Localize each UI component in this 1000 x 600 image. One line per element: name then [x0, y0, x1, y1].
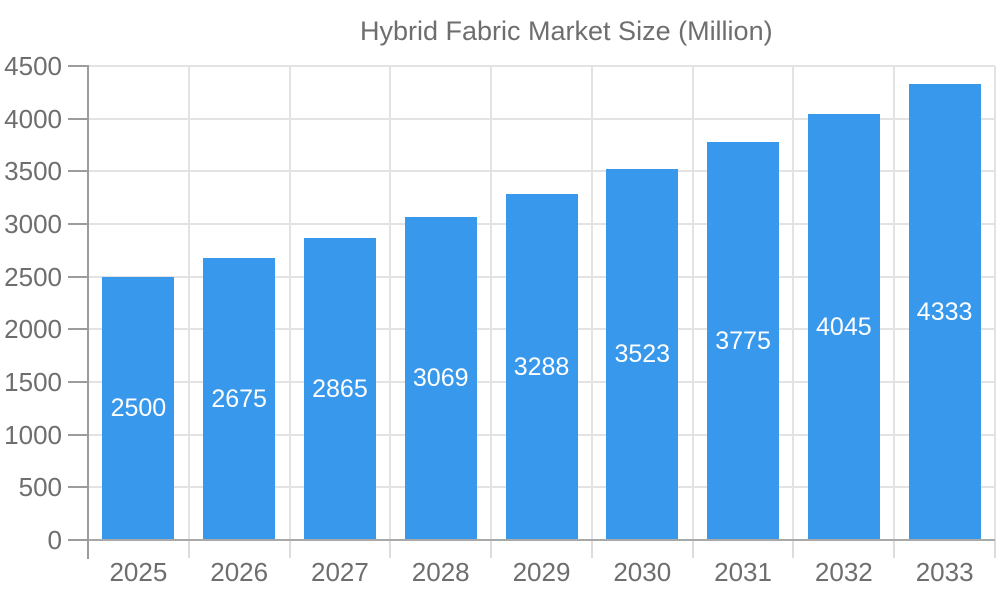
y-axis-line: [87, 65, 89, 559]
y-axis-tick: [68, 223, 88, 225]
y-axis-label: 3000: [4, 209, 62, 239]
y-axis-tick: [68, 433, 88, 436]
horizontal-gridline: [88, 170, 995, 173]
bar-2032[interactable]: [807, 113, 880, 539]
y-axis-label: 1500: [4, 367, 62, 397]
y-axis-label: 3500: [4, 156, 62, 187]
vertical-gridline: [893, 66, 896, 540]
x-axis-label: 2032: [814, 557, 873, 587]
y-axis-tick: [68, 328, 88, 331]
y-axis-label: 2500: [4, 261, 62, 292]
bar-value-label: 2500: [110, 394, 167, 423]
vertical-gridline: [187, 66, 190, 540]
bar-2027[interactable]: [303, 238, 376, 539]
x-axis-label: 2025: [109, 557, 168, 587]
x-axis-tick: [691, 540, 694, 558]
x-axis-tick: [490, 540, 493, 558]
vertical-gridline: [691, 66, 694, 540]
vertical-gridline: [590, 66, 593, 540]
y-axis-label: 4500: [4, 51, 62, 81]
legend[interactable]: Hybrid Fabric Market Size (Million): [0, 12, 1000, 52]
y-axis-tick: [68, 65, 88, 67]
x-axis-label: 2027: [311, 557, 369, 587]
bar-value-label: 3069: [412, 364, 469, 393]
horizontal-gridline: [88, 117, 995, 120]
x-axis-baseline: [88, 539, 995, 541]
x-axis-tick: [590, 540, 593, 558]
bar-value-label: 3523: [614, 340, 671, 369]
vertical-gridline: [994, 66, 996, 540]
bar-2031[interactable]: [707, 142, 780, 539]
y-axis-tick: [68, 539, 88, 541]
bar-value-label: 2865: [312, 375, 368, 404]
x-axis-tick: [792, 540, 795, 558]
x-axis-tick: [389, 540, 392, 558]
vertical-gridline: [389, 66, 392, 540]
x-axis-tick: [893, 540, 896, 558]
bar-2025[interactable]: [102, 276, 175, 539]
x-axis-label: 2033: [915, 557, 974, 587]
y-axis-tick: [68, 275, 88, 278]
bar-2033[interactable]: [908, 83, 981, 539]
vertical-gridline: [490, 66, 493, 540]
x-axis-label: 2030: [613, 557, 672, 587]
bar-2026[interactable]: [203, 258, 276, 539]
bar-2028[interactable]: [404, 216, 477, 539]
vertical-gridline: [288, 66, 291, 540]
y-axis-tick: [68, 170, 88, 173]
y-axis-tick: [68, 486, 88, 489]
x-axis-label: 2026: [210, 557, 269, 587]
x-axis-label: 2029: [512, 557, 571, 587]
legend-label: Hybrid Fabric Market Size (Million): [360, 16, 773, 46]
horizontal-gridline: [88, 65, 995, 67]
bar-value-label: 4045: [816, 312, 872, 341]
y-axis-tick: [68, 117, 88, 120]
vertical-gridline: [792, 66, 795, 540]
bar-2030[interactable]: [606, 168, 679, 539]
y-axis-label: 500: [18, 472, 62, 503]
y-axis-label: 2000: [4, 314, 62, 345]
x-axis-tick: [994, 540, 996, 558]
y-axis-label: 0: [47, 525, 62, 555]
y-axis-tick: [68, 381, 88, 383]
bar-2029[interactable]: [505, 193, 578, 539]
bar-value-label: 4333: [916, 297, 973, 326]
bar-value-label: 3775: [715, 327, 771, 356]
x-axis-tick: [187, 540, 190, 558]
y-axis-label: 4000: [4, 103, 62, 134]
bar-value-label: 3288: [513, 352, 570, 381]
x-axis-label: 2031: [714, 557, 772, 587]
x-axis-label: 2028: [411, 557, 470, 587]
x-axis-tick: [288, 540, 291, 558]
y-axis-label: 1000: [4, 419, 62, 450]
bar-value-label: 2675: [211, 385, 267, 414]
